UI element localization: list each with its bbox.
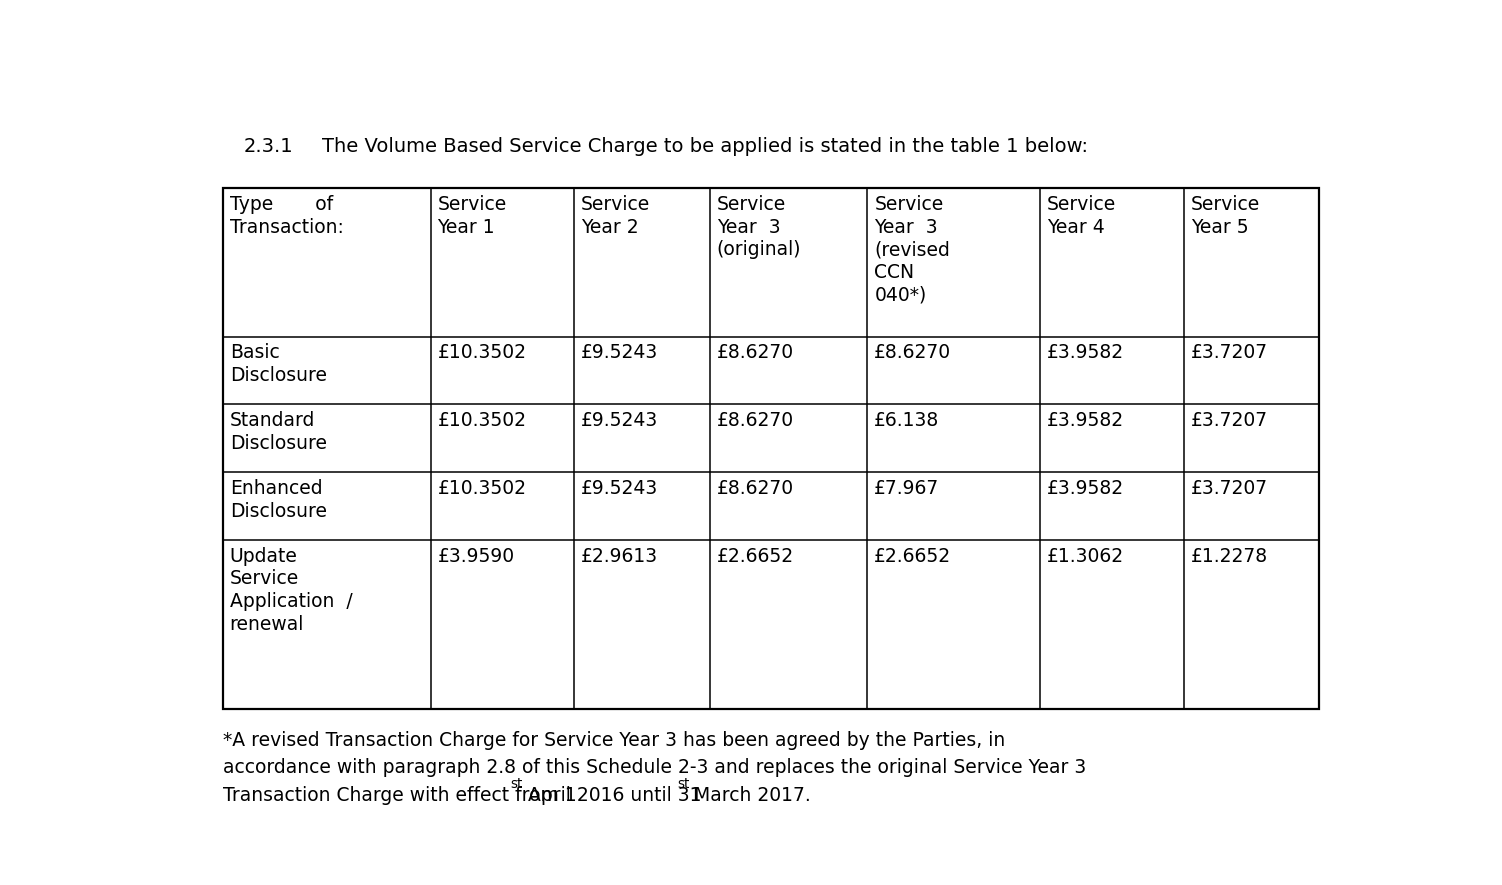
- Text: £3.7207: £3.7207: [1191, 343, 1268, 362]
- Text: £2.9613: £2.9613: [581, 547, 658, 566]
- Text: £7.967: £7.967: [874, 479, 940, 498]
- Text: accordance with paragraph 2.8 of this Schedule 2-3 and replaces the original Ser: accordance with paragraph 2.8 of this Sc…: [222, 758, 1086, 777]
- Text: £3.9582: £3.9582: [1047, 412, 1123, 430]
- Text: £9.5243: £9.5243: [581, 343, 658, 362]
- Text: *A revised Transaction Charge for Service Year 3 has been agreed by the Parties,: *A revised Transaction Charge for Servic…: [222, 731, 1005, 750]
- Text: £1.2278: £1.2278: [1191, 547, 1268, 566]
- Text: £8.6270: £8.6270: [716, 412, 793, 430]
- Text: st: st: [677, 777, 689, 791]
- Text: £6.138: £6.138: [874, 412, 940, 430]
- Text: £2.6652: £2.6652: [874, 547, 951, 566]
- Text: £2.6652: £2.6652: [716, 547, 793, 566]
- Text: Service
Year 4: Service Year 4: [1047, 195, 1116, 236]
- Text: £10.3502: £10.3502: [437, 479, 527, 498]
- Text: Basic
Disclosure: Basic Disclosure: [230, 343, 326, 385]
- Text: Transaction Charge with effect from 1: Transaction Charge with effect from 1: [222, 786, 577, 804]
- Text: The Volume Based Service Charge to be applied is stated in the table 1 below:: The Volume Based Service Charge to be ap…: [321, 137, 1087, 156]
- Text: Update
Service
Application  /
renewal: Update Service Application / renewal: [230, 547, 353, 634]
- Text: £1.3062: £1.3062: [1047, 547, 1123, 566]
- Text: £8.6270: £8.6270: [716, 343, 793, 362]
- Text: st: st: [511, 777, 523, 791]
- Text: Standard
Disclosure: Standard Disclosure: [230, 412, 326, 453]
- Text: Service
Year  3
(original): Service Year 3 (original): [716, 195, 801, 259]
- Text: £3.7207: £3.7207: [1191, 479, 1268, 498]
- Text: £3.9582: £3.9582: [1047, 479, 1123, 498]
- Text: £3.7207: £3.7207: [1191, 412, 1268, 430]
- Text: Type       of
Transaction:: Type of Transaction:: [230, 195, 344, 236]
- Text: £8.6270: £8.6270: [716, 479, 793, 498]
- Text: Enhanced
Disclosure: Enhanced Disclosure: [230, 479, 326, 520]
- Text: £10.3502: £10.3502: [437, 412, 527, 430]
- Text: £9.5243: £9.5243: [581, 412, 658, 430]
- Text: April 2016 until 31: April 2016 until 31: [521, 786, 701, 804]
- Text: Service
Year 5: Service Year 5: [1191, 195, 1260, 236]
- Text: £8.6270: £8.6270: [874, 343, 951, 362]
- Text: March 2017.: March 2017.: [688, 786, 811, 804]
- Text: £10.3502: £10.3502: [437, 343, 527, 362]
- Text: £9.5243: £9.5243: [581, 479, 658, 498]
- Text: Service
Year 1: Service Year 1: [437, 195, 506, 236]
- Text: 2.3.1: 2.3.1: [243, 137, 293, 156]
- Text: £3.9590: £3.9590: [437, 547, 515, 566]
- Text: Service
Year 2: Service Year 2: [581, 195, 650, 236]
- Text: £3.9582: £3.9582: [1047, 343, 1123, 362]
- Text: Service
Year  3
(revised
CCN
040*): Service Year 3 (revised CCN 040*): [874, 195, 951, 304]
